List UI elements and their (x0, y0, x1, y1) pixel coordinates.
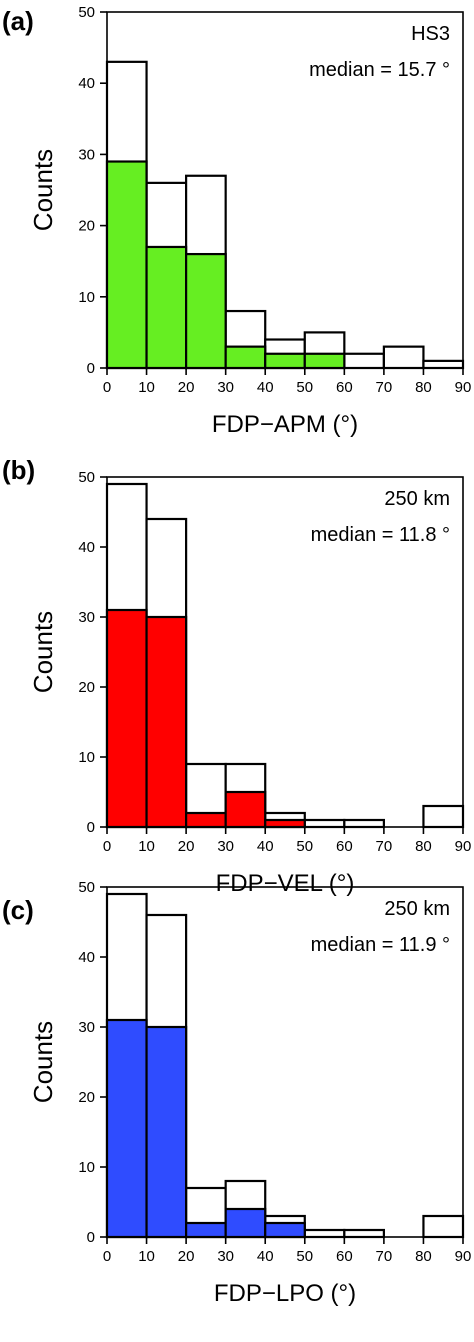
x-tick-label: 40 (257, 1248, 274, 1265)
x-tick-label: 30 (217, 379, 234, 396)
x-tick-label: 30 (217, 838, 234, 855)
x-tick-label: 80 (415, 1248, 432, 1265)
x-tick-label: 80 (415, 838, 432, 855)
panel-b: 0 10 20 30 40 50 0 10 20 30 40 50 60 70 80 90 Counts FDP−… (2, 455, 471, 897)
bar-subset-4 (264, 352, 306, 370)
x-tick-label: 40 (257, 379, 274, 396)
bar-subset-3 (224, 345, 267, 370)
bar-subset-2 (185, 252, 227, 370)
annotation: median = 11.8 ° (311, 524, 450, 546)
x-tick-label: 70 (376, 838, 393, 855)
y-tick-label: 10 (78, 289, 95, 306)
x-tick-label: 10 (138, 1248, 155, 1265)
bar-subset-4 (264, 818, 306, 829)
plot-frame (106, 11, 464, 369)
bar-subset-3 (224, 790, 267, 829)
x-tick-label: 70 (376, 1248, 393, 1265)
bar-total-8 (422, 359, 465, 370)
y-axis-title: Counts (28, 611, 58, 693)
x-axis-title: FDP−LPO (°) (214, 1280, 356, 1307)
y-tick-label: 0 (87, 819, 95, 836)
panel-label: (c) (2, 895, 34, 925)
y-tick-label: 0 (87, 360, 95, 377)
bar-subset-1 (145, 615, 188, 829)
x-tick-label: 10 (138, 379, 155, 396)
annotation: 250 km (384, 488, 450, 510)
y-tick-label: 20 (78, 1089, 95, 1106)
y-tick-label: 40 (78, 539, 95, 556)
x-axis-title: FDP−VEL (°) (216, 870, 355, 897)
y-tick-label: 0 (87, 1229, 95, 1246)
x-tick-label: 50 (296, 1248, 313, 1265)
x-tick-label: 10 (138, 838, 155, 855)
panel-label: (a) (2, 6, 34, 36)
bar-subset-5 (303, 352, 346, 370)
x-tick-label: 70 (376, 379, 393, 396)
x-tick-label: 20 (178, 379, 195, 396)
bar-total-7 (382, 345, 425, 370)
annotation: 250 km (384, 898, 450, 920)
plot-frame (106, 886, 464, 1238)
bar-subset-3 (224, 1207, 267, 1239)
y-tick-label: 20 (78, 218, 95, 235)
annotation: HS3 (411, 23, 450, 45)
bar-subset-2 (185, 811, 227, 829)
x-tick-label: 90 (455, 838, 472, 855)
bar-subset-2 (185, 1221, 227, 1239)
panel-a: 0 10 20 30 40 50 0 10 20 30 40 50 60 70 80 90 Counts FDP−… (2, 4, 471, 438)
bar-subset-0 (105, 1018, 148, 1239)
annotation: median = 15.7 ° (309, 59, 450, 81)
bar-total-6 (343, 352, 385, 370)
y-tick-label: 40 (78, 75, 95, 92)
bar-total-8 (422, 804, 465, 829)
annotation: median = 11.9 ° (311, 934, 450, 956)
x-tick-label: 30 (217, 1248, 234, 1265)
x-tick-label: 0 (103, 379, 111, 396)
y-tick-label: 50 (78, 4, 95, 21)
x-tick-label: 50 (296, 379, 313, 396)
y-tick-label: 50 (78, 469, 95, 486)
x-tick-label: 40 (257, 838, 274, 855)
bar-subset-0 (105, 160, 148, 370)
y-tick-label: 10 (78, 1159, 95, 1176)
y-tick-label: 30 (78, 146, 95, 163)
bar-total-8 (422, 1214, 465, 1239)
y-tick-label: 40 (78, 949, 95, 966)
plot-frame (106, 476, 464, 828)
y-tick-label: 30 (78, 1019, 95, 1036)
x-tick-label: 0 (103, 1248, 111, 1265)
y-axis-title: Counts (28, 1021, 58, 1103)
y-tick-label: 50 (78, 879, 95, 896)
x-tick-label: 90 (455, 1248, 472, 1265)
bar-total-5 (303, 818, 346, 829)
bar-subset-4 (264, 1221, 306, 1239)
x-tick-label: 50 (296, 838, 313, 855)
x-tick-label: 60 (336, 379, 353, 396)
y-tick-label: 30 (78, 609, 95, 626)
x-tick-label: 20 (178, 838, 195, 855)
x-tick-label: 80 (415, 379, 432, 396)
x-tick-label: 20 (178, 1248, 195, 1265)
x-tick-label: 90 (455, 379, 472, 396)
bar-subset-1 (145, 245, 188, 370)
y-tick-label: 10 (78, 749, 95, 766)
bar-total-6 (343, 1228, 385, 1239)
x-tick-label: 60 (336, 838, 353, 855)
y-axis-title: Counts (28, 149, 58, 231)
bar-subset-1 (145, 1025, 188, 1239)
bar-subset-0 (105, 608, 148, 829)
y-tick-label: 20 (78, 679, 95, 696)
bar-total-5 (303, 1228, 346, 1239)
x-axis-title: FDP−APM (°) (212, 411, 358, 438)
panel-label: (b) (2, 455, 35, 485)
bar-total-6 (343, 818, 385, 829)
x-tick-label: 60 (336, 1248, 353, 1265)
panel-c: 0 10 20 30 40 50 0 10 20 30 40 50 60 70 80 90 Counts FDP−… (2, 879, 471, 1307)
x-tick-label: 0 (103, 838, 111, 855)
